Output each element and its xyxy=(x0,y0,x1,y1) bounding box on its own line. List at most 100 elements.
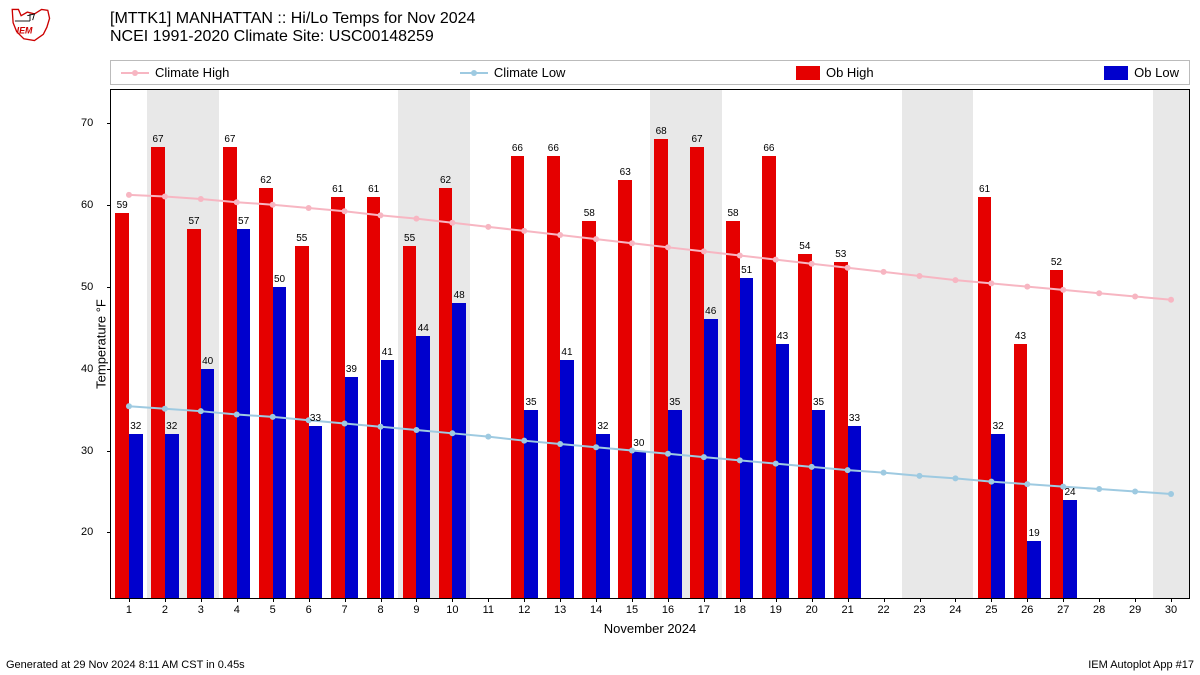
y-axis-label: Temperature °F xyxy=(93,299,108,389)
legend-label: Ob High xyxy=(826,65,874,80)
x-tick-mark xyxy=(201,598,202,602)
x-tick-label: 24 xyxy=(949,604,961,616)
ob-high-bar xyxy=(1014,344,1028,598)
svg-text:IEM: IEM xyxy=(17,25,33,35)
climate-high-marker xyxy=(126,192,132,198)
x-tick-mark xyxy=(1063,598,1064,602)
x-tick-mark xyxy=(884,598,885,602)
x-tick-label: 12 xyxy=(518,604,530,616)
y-tick-mark xyxy=(107,123,111,124)
x-tick-label: 26 xyxy=(1021,604,1033,616)
climate-high-marker xyxy=(1132,293,1138,299)
ob-low-bar xyxy=(524,410,538,598)
y-tick-label: 50 xyxy=(81,281,93,293)
climate-high-marker xyxy=(485,224,491,230)
ob-low-bar xyxy=(560,360,574,598)
x-tick-mark xyxy=(237,598,238,602)
ob-high-label: 62 xyxy=(440,175,451,186)
ob-high-bar xyxy=(151,147,165,598)
x-tick-mark xyxy=(129,598,130,602)
ob-high-label: 66 xyxy=(512,143,523,154)
ob-low-label: 48 xyxy=(454,290,465,301)
climate-high-marker xyxy=(881,269,887,275)
legend-label: Ob Low xyxy=(1134,65,1179,80)
ob-high-label: 59 xyxy=(117,200,128,211)
ob-low-label: 33 xyxy=(310,413,321,424)
ob-low-label: 46 xyxy=(705,306,716,317)
ob-low-bar xyxy=(309,426,323,598)
x-tick-label: 7 xyxy=(342,604,348,616)
x-tick-label: 9 xyxy=(413,604,419,616)
footer-generated: Generated at 29 Nov 2024 8:11 AM CST in … xyxy=(6,659,245,671)
climate-high-marker xyxy=(1096,290,1102,296)
ob-high-label: 63 xyxy=(620,167,631,178)
y-tick-mark xyxy=(107,451,111,452)
ob-low-bar xyxy=(201,369,215,598)
x-tick-label: 20 xyxy=(806,604,818,616)
x-tick-mark xyxy=(381,598,382,602)
x-tick-label: 30 xyxy=(1165,604,1177,616)
ob-low-label: 41 xyxy=(561,347,572,358)
x-tick-mark xyxy=(596,598,597,602)
y-tick-mark xyxy=(107,369,111,370)
chart-container: Climate High Climate Low Ob High Ob Low … xyxy=(110,60,1190,620)
ob-low-bar xyxy=(848,426,862,598)
x-tick-label: 15 xyxy=(626,604,638,616)
title-line-2: NCEI 1991-2020 Climate Site: USC00148259 xyxy=(110,28,475,46)
ob-high-label: 61 xyxy=(979,184,990,195)
ob-low-bar xyxy=(452,303,466,598)
x-tick-label: 17 xyxy=(698,604,710,616)
x-tick-mark xyxy=(1099,598,1100,602)
ob-high-label: 66 xyxy=(548,143,559,154)
y-tick-mark xyxy=(107,532,111,533)
x-tick-mark xyxy=(524,598,525,602)
y-tick-label: 70 xyxy=(81,117,93,129)
ob-high-label: 67 xyxy=(153,134,164,145)
x-tick-mark xyxy=(1027,598,1028,602)
legend-label: Climate Low xyxy=(494,65,566,80)
ob-high-label: 55 xyxy=(404,233,415,244)
ob-low-bar xyxy=(596,434,610,598)
x-tick-mark xyxy=(668,598,669,602)
plot-area: Temperature °F November 2024 20304050607… xyxy=(110,89,1190,599)
ob-low-bar xyxy=(632,451,646,598)
ob-high-bar xyxy=(259,188,273,598)
x-tick-label: 25 xyxy=(985,604,997,616)
y-tick-mark xyxy=(107,287,111,288)
x-tick-label: 2 xyxy=(162,604,168,616)
climate-low-marker xyxy=(881,470,887,476)
ob-low-label: 43 xyxy=(777,331,788,342)
y-tick-label: 60 xyxy=(81,199,93,211)
x-tick-mark xyxy=(776,598,777,602)
ob-high-label: 58 xyxy=(584,208,595,219)
ob-low-label: 32 xyxy=(597,421,608,432)
ob-high-bar xyxy=(654,139,668,598)
ob-high-label: 57 xyxy=(188,216,199,227)
x-tick-label: 18 xyxy=(734,604,746,616)
ob-high-bar xyxy=(331,197,345,598)
climate-low-marker xyxy=(485,434,491,440)
legend-climate-low: Climate Low xyxy=(460,65,566,80)
ob-low-bar xyxy=(1027,541,1041,598)
ob-low-label: 57 xyxy=(238,216,249,227)
x-tick-mark xyxy=(991,598,992,602)
legend-label: Climate High xyxy=(155,65,229,80)
ob-low-bar xyxy=(812,410,826,598)
x-tick-mark xyxy=(812,598,813,602)
ob-high-label: 61 xyxy=(332,184,343,195)
ob-low-label: 19 xyxy=(1029,528,1040,539)
ob-low-label: 39 xyxy=(346,364,357,375)
y-tick-label: 30 xyxy=(81,445,93,457)
ob-high-bar xyxy=(582,221,596,598)
ob-high-bar xyxy=(1050,270,1064,598)
ob-low-label: 32 xyxy=(993,421,1004,432)
x-tick-mark xyxy=(345,598,346,602)
ob-low-label: 35 xyxy=(669,397,680,408)
x-tick-mark xyxy=(165,598,166,602)
x-tick-label: 8 xyxy=(377,604,383,616)
legend-ob-high: Ob High xyxy=(796,65,874,80)
ob-high-label: 67 xyxy=(692,134,703,145)
ob-high-bar xyxy=(726,221,740,598)
x-tick-label: 14 xyxy=(590,604,602,616)
ob-high-bar xyxy=(223,147,237,598)
